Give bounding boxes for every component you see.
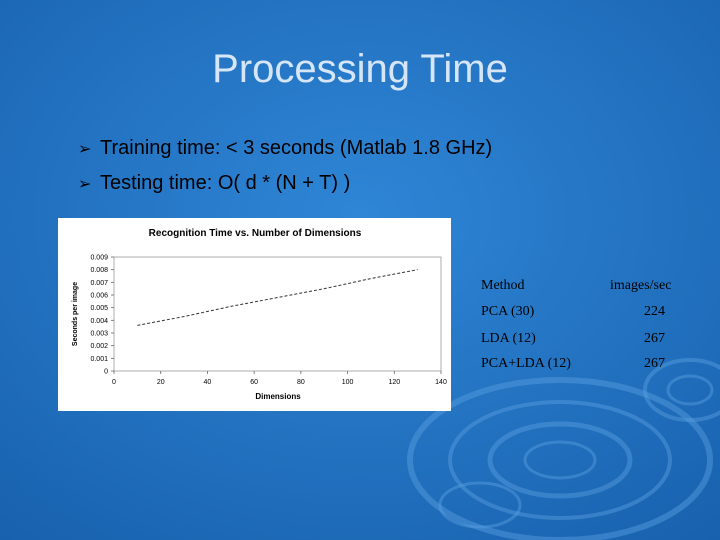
table-cell: PCA+LDA (12) xyxy=(481,356,571,371)
y-tick-label: 0.009 xyxy=(90,255,108,262)
y-tick-label: 0.004 xyxy=(90,318,108,325)
chart-title: Recognition Time vs. Number of Dimension… xyxy=(149,228,362,239)
chart: Recognition Time vs. Number of Dimension… xyxy=(58,218,451,411)
table-cell: 267 xyxy=(644,356,665,371)
y-tick-label: 0.007 xyxy=(90,280,108,287)
swirl-decoration xyxy=(407,358,720,540)
x-tick-label: 140 xyxy=(435,379,447,386)
y-tick-label: 0.001 xyxy=(90,356,108,363)
y-axis-label: Seconds per image xyxy=(72,282,79,346)
table-header: Method xyxy=(481,278,525,293)
table-header: images/sec xyxy=(610,278,671,293)
y-tick-label: 0.003 xyxy=(90,331,108,338)
results-table: Method images/sec PCA (30) 224 LDA (12) … xyxy=(481,278,671,371)
x-tick-label: 20 xyxy=(157,379,165,386)
table-cell: LDA (12) xyxy=(481,331,536,346)
x-tick-label: 120 xyxy=(388,379,400,386)
chart-background xyxy=(58,218,451,411)
y-tick-label: 0 xyxy=(104,369,108,376)
bullet-text: Training time: < 3 seconds (Matlab 1.8 G… xyxy=(100,137,492,159)
x-tick-label: 40 xyxy=(204,379,212,386)
bullet-icon: ➢ xyxy=(78,176,91,193)
x-tick-label: 60 xyxy=(250,379,258,386)
plot-frame xyxy=(113,256,442,372)
y-tick-label: 0.006 xyxy=(90,293,108,300)
x-tick-label: 0 xyxy=(112,379,116,386)
bullet-text: Testing time: O( d * (N + T) ) xyxy=(100,172,350,194)
y-tick-label: 0.002 xyxy=(90,343,108,350)
table-cell: PCA (30) xyxy=(481,304,535,319)
slide-title: Processing Time xyxy=(212,47,508,91)
x-axis-label: Dimensions xyxy=(255,392,301,401)
x-tick-label: 100 xyxy=(342,379,354,386)
y-tick-label: 0.005 xyxy=(90,305,108,312)
table-cell: 267 xyxy=(644,331,665,346)
y-tick-label: 0.008 xyxy=(90,267,108,274)
bullet-icon: ➢ xyxy=(78,141,91,158)
x-tick-label: 80 xyxy=(297,379,305,386)
table-cell: 224 xyxy=(644,304,665,319)
data-line xyxy=(137,269,418,326)
